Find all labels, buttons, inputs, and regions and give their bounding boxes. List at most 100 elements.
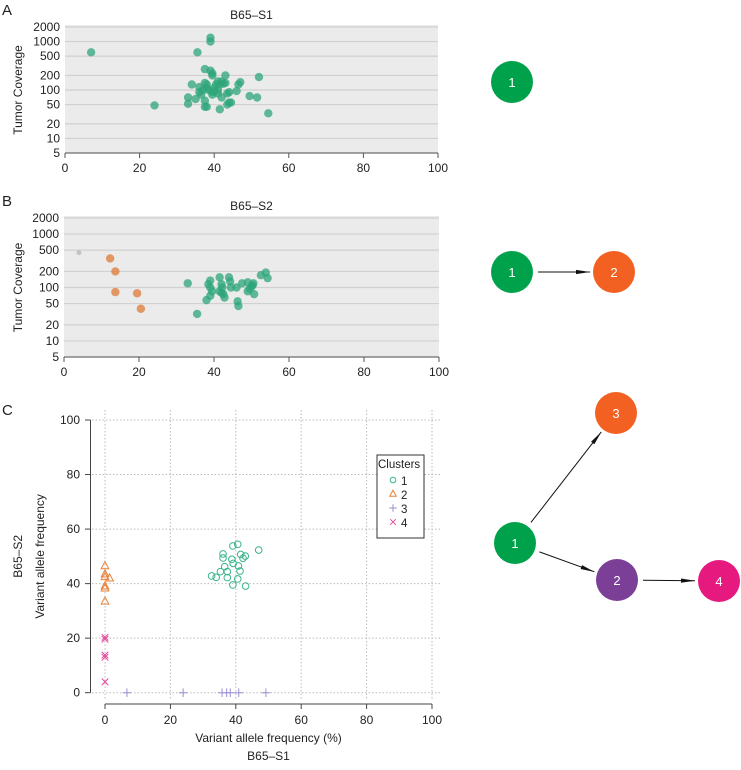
x-tick-label: 0 [102,713,109,727]
x-tick-label: 60 [282,161,296,175]
y-tick-label: 100 [39,281,59,295]
data-point-plus [261,688,271,697]
data-point [111,287,120,297]
y-tick-label: 100 [40,83,60,97]
data-point-triangle [100,582,110,592]
data-point-x [101,633,109,641]
y-tick-label: 20 [47,117,61,131]
clone-node-label: 2 [613,573,620,588]
data-point-circle [239,554,247,563]
x-tick-label: 100 [429,365,449,379]
x-tick-label: 20 [164,713,178,727]
data-point [187,80,197,89]
x-axis-label: Variant allele frequency (%) [195,731,342,745]
data-point [76,250,82,256]
data-point-circle [219,550,227,558]
data-point-circle [233,540,242,549]
y-tick-label: 50 [47,98,61,112]
x-tick-label: 100 [422,713,442,727]
data-point-plus [122,688,132,697]
data-point-circle [241,582,250,590]
data-point-circle [212,573,220,582]
data-point [252,93,262,102]
data-point [245,91,254,101]
plot-background [65,25,438,153]
data-point-x [389,518,397,526]
data-point [111,267,120,276]
data-point [183,93,193,102]
x-tick-label: 80 [357,161,371,175]
arrow-2-to-4 [642,578,696,583]
data-point-triangle [388,489,398,497]
clone-node-label: 2 [610,265,617,280]
legend-title: Clusters [378,459,420,471]
data-point [136,304,146,313]
legend: Clusters 1 2 3 4 [376,454,425,539]
y-tick-label: 2000 [32,211,59,225]
y-tick-label: 5 [52,350,59,364]
data-point-circle [223,573,232,582]
y-tick-label: 20 [46,318,60,332]
y-tick-label: 200 [39,264,59,278]
data-point-triangle [100,595,110,605]
y-tick-label: 2000 [33,20,60,34]
clone-node-1 [494,522,536,564]
legend-entry-label: 1 [401,476,407,488]
data-point-circle [389,476,397,484]
data-point [192,309,202,319]
x-tick-label: 40 [229,713,243,727]
data-point [206,37,215,46]
y-tick-label: 500 [39,243,59,257]
data-point [206,276,215,285]
chart-title: B65–S2 [230,199,273,213]
data-point-plus [225,688,235,697]
x-tick-label: 0 [62,161,69,175]
data-point-x [101,678,109,686]
x-tick-label: 40 [208,161,222,175]
panel-c: C 0 20 40 60 80 100 0 20 40 60 80 100 Variant allele … [2,402,442,763]
clone-node-label: 1 [508,265,515,280]
y-tick-label: 200 [40,68,60,82]
arrow-1-to-3 [530,431,602,523]
x-tick-label: 20 [132,365,146,379]
data-point-circle [229,542,237,550]
y-tick-label: 500 [40,49,60,63]
data-point [207,287,217,296]
clone-node-label: 3 [612,406,619,421]
data-point [263,273,272,283]
clone-node-1 [491,61,533,103]
clone-node-4 [698,560,740,602]
data-point-circle [229,581,237,589]
data-point [264,109,273,118]
legend-entry-label: 2 [401,490,407,502]
x-tick-label: 60 [282,365,296,379]
data-point [215,273,224,282]
legend-entry-label: 4 [401,518,408,530]
data-point-triangle [100,568,110,578]
data-point-circle [236,550,245,559]
data-point-circle [219,554,227,562]
data-point [249,289,259,299]
legend-box [376,454,425,539]
data-point [215,105,224,114]
data-point [234,301,243,311]
clone-node-label: 1 [511,536,518,551]
y-tick-label: 10 [47,131,61,145]
y-tick-label: 60 [67,522,81,536]
data-point [150,101,159,110]
data-point [232,86,241,96]
data-point-circle [241,552,250,560]
data-point [208,69,217,78]
data-point-triangle [104,572,115,582]
y-tick-label: 80 [67,468,81,482]
data-point [226,98,236,107]
data-point [249,279,258,288]
data-point [218,283,227,292]
clone-node-label: 4 [715,574,722,589]
x-tick-label: 40 [207,365,221,379]
y-axis-label: Tumor Coverage [11,45,25,135]
data-point [86,48,96,57]
data-point-triangle [100,560,110,570]
